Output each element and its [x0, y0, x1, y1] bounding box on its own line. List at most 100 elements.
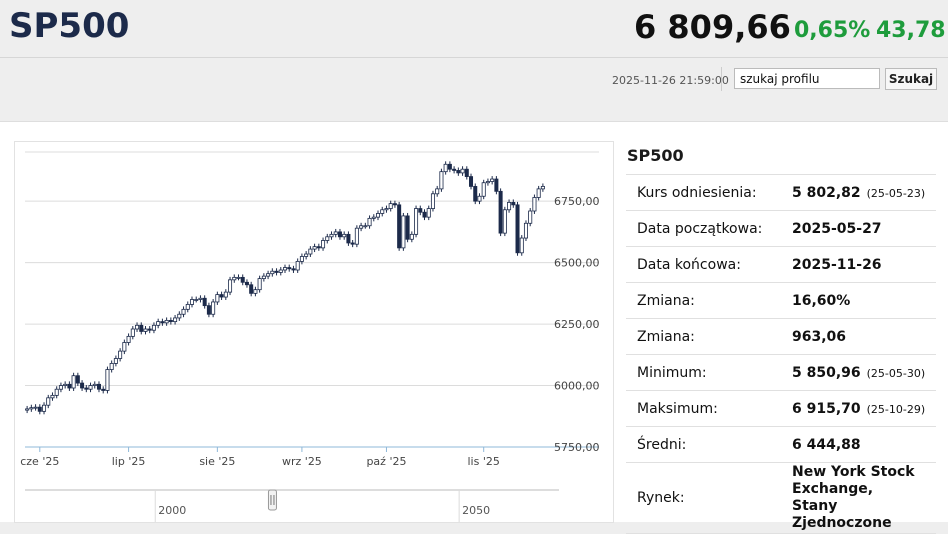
candle-body: [363, 225, 368, 228]
row-value: 5 802,82 (25-05-23): [791, 174, 936, 211]
candle-body: [519, 237, 524, 254]
candle-body: [42, 404, 47, 412]
navigator-label: 2000: [158, 504, 186, 517]
row-value: New York Stock Exchange, Stany Zjednoczone: [791, 462, 936, 534]
candle-body: [168, 319, 173, 323]
candle-body: [392, 203, 397, 206]
candle-body: [409, 233, 414, 240]
candle-body: [359, 225, 364, 229]
quote-header: SP500 6 809,66 0,65% 43,78 2025-11-26 21…: [0, 0, 948, 100]
table-row: Kurs odniesienia: 5 802,82 (25-05-23): [626, 174, 936, 211]
candle-body: [228, 279, 233, 293]
row-value: 16,60%: [791, 282, 936, 319]
x-tick-label: cze '25: [20, 455, 59, 468]
candle-body: [469, 176, 474, 187]
candlestick-chart[interactable]: 6750,00 6500,00 6250,00 6000,00 5750,00 cze '…: [15, 142, 613, 522]
candle-body: [118, 350, 123, 359]
candle-body: [304, 253, 309, 257]
candle-body: [502, 209, 507, 234]
candle-body: [206, 305, 211, 315]
candle-body: [507, 201, 512, 211]
row-date: (25-05-23): [866, 186, 926, 200]
last-price: 6 809,66: [634, 8, 791, 46]
candle-body: [299, 256, 304, 262]
toolbar-divider: [721, 67, 722, 91]
candle-body: [291, 268, 296, 271]
navigator-handle: [267, 489, 277, 511]
candle-body: [177, 313, 182, 319]
candle-body: [447, 163, 452, 170]
candle-body: [435, 188, 440, 195]
candle-body: [498, 190, 503, 234]
candle-body: [101, 388, 106, 391]
candle-body: [367, 217, 372, 227]
candle-body: [422, 211, 427, 218]
candle-body: [414, 208, 419, 235]
table-row: Minimum: 5 850,96 (25-05-30): [626, 354, 936, 391]
candle-body: [75, 375, 80, 384]
candle-body: [84, 387, 89, 390]
candle-body: [418, 208, 423, 213]
search-input[interactable]: [734, 68, 880, 89]
row-value: 6 915,70 (25-10-29): [791, 390, 936, 427]
x-tick-label: wrz '25: [282, 455, 322, 468]
candle-body: [312, 246, 317, 250]
candle-body: [494, 178, 499, 192]
candle-body: [342, 233, 347, 238]
row-label: Średni:: [626, 426, 791, 463]
candle-body: [63, 383, 68, 386]
quote-timestamp: 2025-11-26 21:59:00: [612, 74, 729, 87]
search-button[interactable]: Szukaj: [885, 68, 937, 90]
candle-body: [240, 276, 245, 283]
candle-body: [452, 168, 457, 171]
row-label: Maksimum:: [626, 390, 791, 427]
row-value: 2025-11-26: [791, 246, 936, 283]
candle-body: [96, 383, 101, 390]
table-row: Średni: 6 444,88: [626, 426, 936, 463]
table-row: Rynek: New York Stock Exchange, Stany Zjed…: [626, 462, 936, 534]
summary-panel: SP500 Kurs odniesienia: 5 802,82 (25-05-2…: [626, 141, 936, 534]
price-chart[interactable]: 6750,00 6500,00 6250,00 6000,00 5750,00 cze '…: [14, 141, 614, 523]
row-label: Zmiana:: [626, 318, 791, 355]
table-row: Maksimum: 6 915,70 (25-10-29): [626, 390, 936, 427]
candle-body: [333, 231, 338, 235]
x-tick-label: sie '25: [199, 455, 235, 468]
candle-body: [380, 209, 385, 214]
table-row: Data początkowa: 2025-05-27: [626, 210, 936, 247]
candle-body: [460, 168, 465, 174]
candle-body: [261, 275, 266, 280]
row-value: 963,06: [791, 318, 936, 355]
candle-body: [540, 186, 545, 190]
row-date: (25-05-30): [866, 366, 926, 380]
candle-body: [219, 294, 224, 298]
row-date: (25-10-29): [866, 402, 926, 416]
candle-body: [430, 193, 435, 209]
candle-body: [354, 227, 359, 245]
change-percent: 0,65%: [794, 18, 871, 43]
candle-body: [515, 204, 520, 254]
candle-body: [257, 278, 262, 291]
candle-body: [232, 276, 237, 281]
row-label: Data początkowa:: [626, 210, 791, 247]
candle-body: [321, 240, 326, 249]
candle-body: [126, 335, 131, 343]
candle-body: [50, 394, 55, 399]
row-value: 5 850,96 (25-05-30): [791, 354, 936, 391]
candle-body: [282, 267, 288, 271]
candle-body: [151, 324, 156, 331]
row-label: Data końcowa:: [626, 246, 791, 283]
candle-body: [29, 407, 34, 410]
candle-body: [139, 324, 144, 332]
candle-body: [113, 358, 118, 364]
candle-body: [223, 291, 228, 298]
candle-body: [536, 188, 541, 198]
candle-body: [54, 388, 59, 396]
candle-body: [350, 242, 355, 245]
candle-body: [58, 385, 63, 390]
y-tick-label: 6500,00: [554, 257, 600, 270]
candle-body: [37, 406, 42, 412]
candle-body: [270, 270, 275, 275]
candle-body: [481, 182, 486, 197]
candle-body: [325, 236, 330, 241]
candle-body: [473, 186, 478, 202]
